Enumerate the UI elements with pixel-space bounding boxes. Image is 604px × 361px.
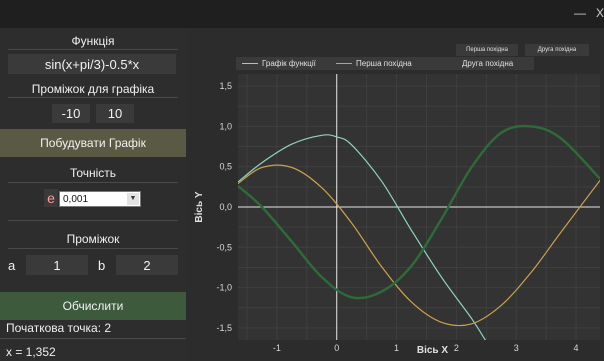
close-button[interactable]: X	[596, 6, 604, 20]
start-point-text: Початкова точка: 2	[6, 321, 112, 335]
epsilon-select[interactable]: 0,001 ▼	[59, 191, 141, 207]
divider	[8, 182, 178, 183]
title-bar: — X	[0, 0, 604, 28]
legend-swatch-second-derivative	[442, 63, 458, 64]
legend-swatch-first-derivative	[336, 63, 352, 64]
chart-legend: Графік функції Перша похідна Друга похід…	[236, 57, 534, 70]
a-label: a	[8, 257, 16, 273]
precision-label: Точність	[69, 166, 117, 180]
divider	[0, 338, 186, 339]
divider	[8, 97, 178, 98]
divider	[8, 248, 178, 249]
epsilon-value: 0,001	[63, 194, 89, 205]
legend-swatch-function	[242, 63, 258, 64]
graph-range-max-input[interactable]: 10	[96, 104, 134, 123]
function-label: Функція	[71, 34, 115, 48]
chevron-down-icon[interactable]: ▼	[127, 193, 139, 205]
build-graph-button[interactable]: Побудувати Графік	[0, 129, 186, 157]
calculate-button[interactable]: Обчислити	[0, 292, 186, 320]
b-input[interactable]: 2	[116, 255, 178, 275]
control-panel: Функція sin(x+pi/3)-0.5*x Проміжок для г…	[0, 28, 186, 361]
legend-label-function: Графік функції	[262, 59, 316, 68]
first-derivative-button[interactable]: Перша похідна	[456, 44, 518, 56]
interval-label: Проміжок	[66, 232, 120, 246]
second-derivative-button[interactable]: Друга похідна	[525, 44, 589, 56]
divider	[8, 49, 178, 50]
function-input[interactable]: sin(x+pi/3)-0.5*x	[8, 54, 176, 74]
b-label: b	[98, 257, 106, 273]
epsilon-symbol: e	[44, 189, 58, 207]
minimize-button[interactable]: —	[574, 6, 586, 20]
graph-range-min-input[interactable]: -10	[52, 104, 90, 123]
graph-range-label: Проміжок для графіка	[31, 82, 155, 96]
legend-label-second-derivative: Друга похідна	[462, 59, 514, 68]
legend-label-first-derivative: Перша похідна	[356, 59, 412, 68]
plot-area	[186, 28, 604, 361]
result-text: x = 1,352	[6, 345, 56, 359]
divider	[8, 220, 178, 221]
a-input[interactable]: 1	[26, 255, 88, 275]
